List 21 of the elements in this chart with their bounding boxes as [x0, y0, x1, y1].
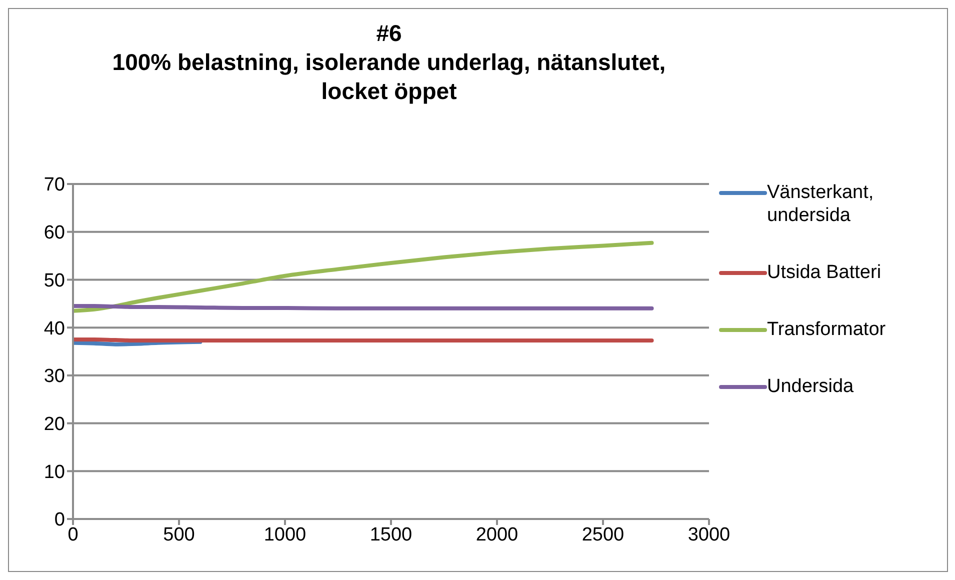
- y-tick-label: 10: [44, 462, 65, 483]
- x-tick-label: 1000: [264, 524, 306, 546]
- x-tick-label: 3000: [688, 524, 730, 546]
- legend-label: Transformator: [767, 318, 887, 340]
- y-tick-label: 0: [54, 510, 65, 531]
- y-tick-label: 40: [44, 318, 65, 340]
- y-tick-label: 30: [44, 366, 65, 388]
- x-tick-label: 2500: [582, 524, 624, 546]
- y-tick-label: 20: [44, 414, 65, 436]
- y-tick-label: 60: [44, 222, 65, 244]
- y-tick-label: 50: [44, 270, 65, 292]
- x-tick-label: 0: [68, 524, 78, 546]
- x-tick-label: 2000: [476, 524, 518, 546]
- line-series: [73, 240, 654, 313]
- x-tick-label: 1500: [370, 524, 412, 546]
- legend-label: Utsida Batteri: [767, 260, 882, 284]
- y-tick-label: 70: [44, 174, 65, 196]
- legend-label: Undersida: [767, 374, 855, 398]
- legend-label: Vänsterkant, undersida: [767, 180, 875, 226]
- chart-title: #6 100% belastning, isolerande underlag, nätanslutet, locket öppet: [111, 19, 667, 106]
- x-tick-label: 500: [163, 524, 195, 546]
